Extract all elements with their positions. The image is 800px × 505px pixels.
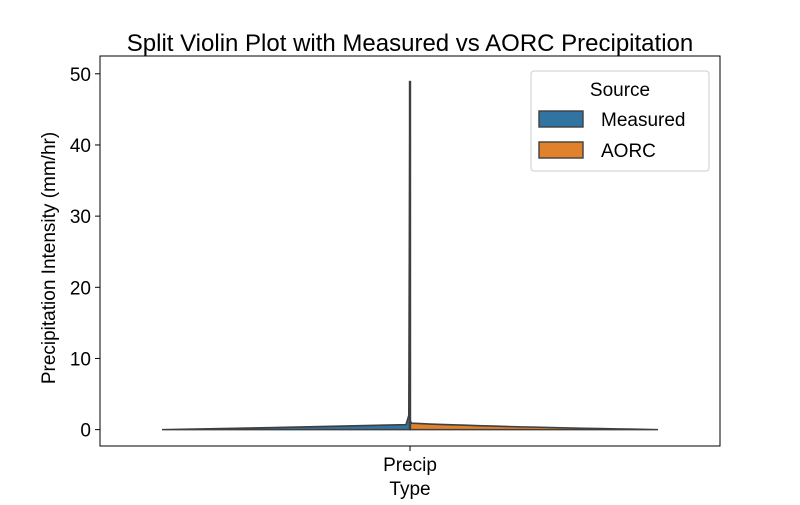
violin-half-measured <box>161 80 411 431</box>
legend-label-aorc: AORC <box>601 141 656 162</box>
y-tick-label: 0 <box>80 421 91 442</box>
y-tick-label: 50 <box>70 65 91 86</box>
y-tick-label: 20 <box>70 278 91 299</box>
y-axis-label: Precipitation Intensity (mm/hr) <box>39 132 60 384</box>
x-tick-label: Precip <box>383 455 437 476</box>
y-axis: 0 10 20 30 40 50 <box>70 65 100 442</box>
chart-title: Split Violin Plot with Measured vs AORC … <box>127 30 693 57</box>
legend-swatch-aorc <box>538 141 584 159</box>
legend-swatch-measured <box>538 110 584 128</box>
violin-half-aorc <box>409 420 659 431</box>
legend: Source Measured AORC <box>530 70 710 172</box>
legend-label-measured: Measured <box>601 110 686 131</box>
legend-title: Source <box>590 80 650 101</box>
y-tick-label: 10 <box>70 349 91 370</box>
x-axis-label: Type <box>389 479 430 500</box>
y-tick-label: 40 <box>70 136 91 157</box>
x-axis: Precip <box>383 446 437 476</box>
y-tick-label: 30 <box>70 207 91 228</box>
